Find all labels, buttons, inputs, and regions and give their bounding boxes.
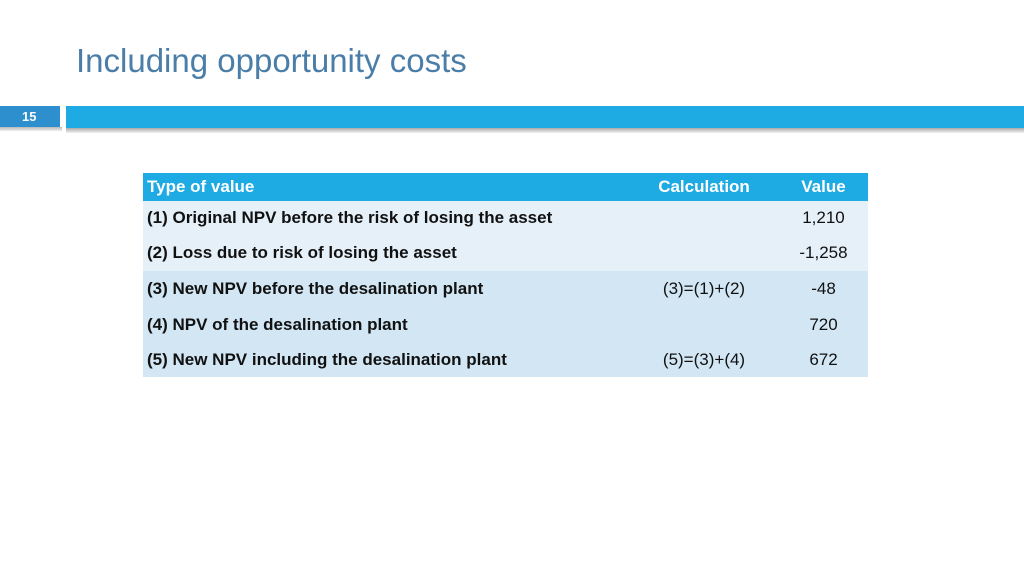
table-row: (1) Original NPV before the risk of losi… (143, 201, 868, 235)
row-value: 720 (779, 307, 868, 342)
header-calculation: Calculation (629, 173, 779, 201)
table-row: (2) Loss due to risk of losing the asset… (143, 235, 868, 271)
row-calculation (629, 307, 779, 342)
table-row: (5) New NPV including the desalination p… (143, 342, 868, 377)
row-value: 672 (779, 342, 868, 377)
row-type: (4) NPV of the desalination plant (143, 307, 629, 342)
row-calculation: (5)=(3)+(4) (629, 342, 779, 377)
header-value: Value (779, 173, 868, 201)
badge-shadow (0, 127, 62, 131)
row-type: (1) Original NPV before the risk of losi… (143, 201, 629, 235)
npv-table: Type of value Calculation Value (1) Orig… (143, 173, 868, 377)
row-calculation (629, 201, 779, 235)
table-row: (4) NPV of the desalination plant 720 (143, 307, 868, 342)
header-type-of-value: Type of value (143, 173, 629, 201)
row-calculation (629, 235, 779, 271)
row-value: 1,210 (779, 201, 868, 235)
title-accent-bar (66, 106, 1024, 128)
page-number-badge: 15 (0, 106, 60, 127)
row-calculation: (3)=(1)+(2) (629, 271, 779, 307)
slide-title: Including opportunity costs (76, 42, 467, 79)
table-row: (3) New NPV before the desalination plan… (143, 271, 868, 307)
row-value: -48 (779, 271, 868, 307)
row-type: (2) Loss due to risk of losing the asset (143, 235, 629, 271)
row-value: -1,258 (779, 235, 868, 271)
table-header-row: Type of value Calculation Value (143, 173, 868, 201)
row-type: (3) New NPV before the desalination plan… (143, 271, 629, 307)
row-type: (5) New NPV including the desalination p… (143, 342, 629, 377)
accent-bar-shadow (66, 128, 1024, 133)
